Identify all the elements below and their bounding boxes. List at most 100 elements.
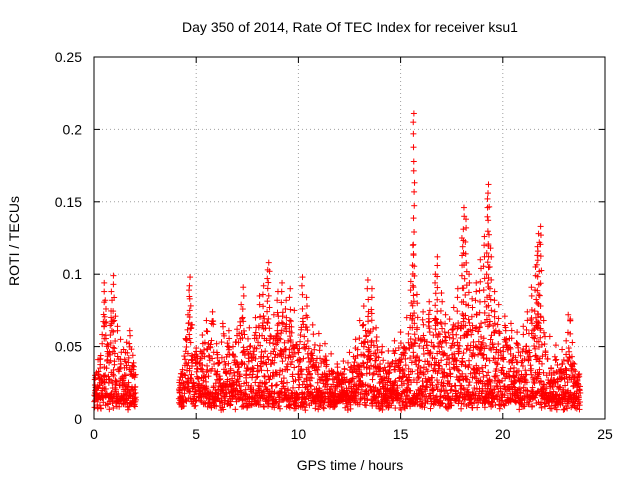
data-point xyxy=(284,366,291,373)
data-point xyxy=(240,347,247,354)
data-point xyxy=(215,360,222,367)
data-point xyxy=(410,215,417,222)
data-point xyxy=(476,287,483,294)
data-point xyxy=(540,329,547,336)
data-point xyxy=(426,318,433,325)
data-point xyxy=(226,344,233,351)
data-point xyxy=(359,322,366,329)
data-point xyxy=(410,144,417,151)
data-point xyxy=(273,371,280,378)
y-axis-label: ROTI / TECUs xyxy=(6,196,22,286)
data-point xyxy=(459,310,466,317)
data-point xyxy=(561,406,568,413)
data-point-peak xyxy=(563,337,570,344)
data-point-peak xyxy=(373,324,380,331)
data-point xyxy=(245,355,252,362)
data-point xyxy=(195,375,202,382)
data-point xyxy=(443,361,450,368)
data-point xyxy=(112,379,119,386)
data-point-peak xyxy=(303,294,310,301)
data-point xyxy=(299,305,306,312)
data-point xyxy=(507,365,514,372)
data-point xyxy=(98,405,105,412)
data-point xyxy=(253,374,260,381)
data-point xyxy=(280,351,287,358)
data-point xyxy=(473,288,480,295)
data-point xyxy=(186,282,193,289)
data-point xyxy=(263,337,270,344)
y-tick-label: 0.2 xyxy=(63,121,83,137)
data-point xyxy=(120,375,127,382)
data-point xyxy=(304,303,311,310)
data-point xyxy=(210,317,217,324)
data-point xyxy=(116,365,123,372)
data-point xyxy=(279,358,286,365)
data-point xyxy=(265,315,272,322)
data-point xyxy=(528,292,535,299)
data-point-peak xyxy=(256,292,263,299)
data-point xyxy=(299,318,306,325)
data-point xyxy=(566,348,573,355)
data-point xyxy=(272,382,279,389)
data-point-peak xyxy=(315,330,322,337)
data-point xyxy=(459,243,466,250)
data-point xyxy=(248,382,255,389)
data-point xyxy=(254,362,261,369)
data-point xyxy=(132,371,139,378)
data-point xyxy=(250,365,257,372)
data-point xyxy=(297,338,304,345)
data-point xyxy=(241,352,248,359)
data-point xyxy=(529,403,536,410)
data-point xyxy=(201,346,208,353)
data-point xyxy=(460,226,467,233)
data-point xyxy=(454,294,461,301)
data-point xyxy=(402,362,409,369)
data-point xyxy=(271,345,278,352)
data-point xyxy=(112,386,119,393)
data-point xyxy=(217,390,224,397)
data-point-peak xyxy=(484,195,491,202)
data-point xyxy=(289,358,296,365)
data-point xyxy=(246,343,253,350)
data-point xyxy=(226,370,233,377)
data-point xyxy=(131,395,138,402)
data-point xyxy=(317,355,324,362)
data-point-peak xyxy=(491,288,498,295)
data-point xyxy=(176,377,183,384)
data-point xyxy=(478,320,485,327)
data-point xyxy=(128,346,135,353)
data-point-peak xyxy=(360,303,367,310)
data-point xyxy=(432,326,439,333)
data-point xyxy=(278,288,285,295)
data-point-peak xyxy=(397,329,404,336)
data-point xyxy=(411,202,418,209)
x-tick-label: 0 xyxy=(90,426,98,442)
data-point xyxy=(227,367,234,374)
data-point xyxy=(270,340,277,347)
data-point xyxy=(534,257,541,264)
data-point xyxy=(283,314,290,321)
data-point-peak xyxy=(546,333,553,340)
data-point xyxy=(101,288,108,295)
data-point xyxy=(268,360,275,367)
data-point xyxy=(239,314,246,321)
data-point xyxy=(516,406,523,413)
data-point xyxy=(534,299,541,306)
data-point xyxy=(531,308,538,315)
data-point xyxy=(205,373,212,380)
data-point xyxy=(105,343,112,350)
data-point xyxy=(271,354,278,361)
data-point xyxy=(104,401,111,408)
data-point xyxy=(236,373,243,380)
data-point xyxy=(434,262,441,269)
data-point xyxy=(111,361,118,368)
data-point xyxy=(256,383,263,390)
data-point xyxy=(410,167,417,174)
data-point xyxy=(537,378,544,385)
data-point xyxy=(286,294,293,301)
data-point xyxy=(483,355,490,362)
data-point xyxy=(205,352,212,359)
plot-frame xyxy=(93,56,606,420)
data-point xyxy=(204,328,211,335)
data-point xyxy=(531,343,538,350)
